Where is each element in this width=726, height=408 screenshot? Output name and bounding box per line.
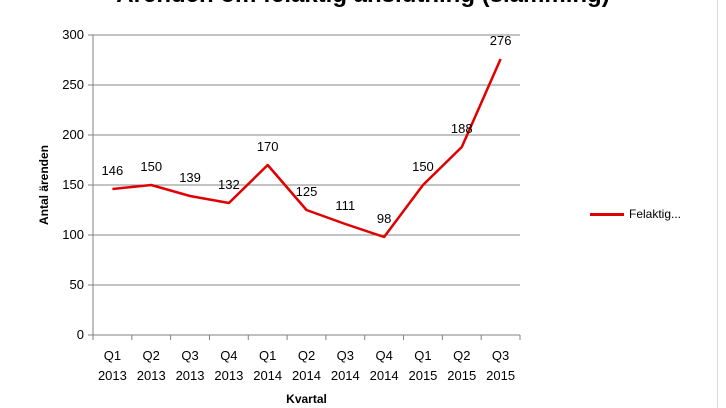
x-tick-label-year: 2014 — [370, 368, 399, 383]
y-axis-title: Antal ärenden — [37, 145, 51, 225]
y-tick-label: 150 — [62, 177, 84, 192]
x-tick-label-year: 2013 — [98, 368, 127, 383]
x-tick-label-year: 2013 — [176, 368, 205, 383]
chart-title: Ärenden om felaktig anslutning (slamming… — [0, 0, 726, 10]
x-tick-label-quarter: Q3 — [492, 348, 509, 363]
x-tick-label-quarter: Q4 — [375, 348, 392, 363]
x-tick-label-quarter: Q2 — [453, 348, 470, 363]
x-tick-label-quarter: Q1 — [104, 348, 121, 363]
x-tick-label-year: 2015 — [408, 368, 437, 383]
data-label: 276 — [490, 33, 512, 48]
data-label: 111 — [335, 198, 355, 213]
y-tick-label: 0 — [77, 327, 84, 342]
data-label: 98 — [377, 211, 391, 226]
y-tick-label: 300 — [62, 27, 84, 42]
legend-label: Felaktig... — [629, 207, 682, 221]
x-tick-label-quarter: Q1 — [414, 348, 431, 363]
y-tick-label: 50 — [70, 277, 84, 292]
x-tick-label-quarter: Q4 — [220, 348, 237, 363]
x-tick-label-quarter: Q2 — [298, 348, 315, 363]
y-tick-label: 100 — [62, 227, 84, 242]
legend: Felaktig... — [590, 207, 681, 221]
gridlines — [93, 34, 520, 286]
legend-swatch — [590, 212, 624, 216]
data-label: 139 — [179, 170, 201, 185]
y-tick-label: 200 — [62, 127, 84, 142]
series-group — [112, 58, 502, 239]
data-label: 170 — [257, 139, 279, 154]
window-edge — [717, 0, 726, 408]
data-label: 125 — [296, 184, 318, 199]
x-tick-label-quarter: Q1 — [259, 348, 276, 363]
x-tick-label-year: 2015 — [447, 368, 476, 383]
x-axis-title: Kvartal — [286, 392, 327, 406]
data-label: 146 — [102, 163, 124, 178]
x-axis-ticks: Q1 2013 Q2 2013 Q3 2013 Q4 2013 Q1 2014 Q2 2014 Q3 20… — [92, 335, 521, 383]
x-tick-label-year: 2014 — [331, 368, 360, 383]
data-labels: 146 150 139 132 170 125 111 98 150 188 276 — [102, 33, 512, 226]
data-label: 150 — [140, 159, 162, 174]
x-tick-label-quarter: Q3 — [337, 348, 354, 363]
data-label: 150 — [412, 159, 434, 174]
y-tick-label: 250 — [62, 77, 84, 92]
data-label: 132 — [218, 177, 240, 192]
y-axis-ticks: 0 50 100 150 200 250 300 — [62, 27, 93, 342]
x-tick-label-year: 2013 — [214, 368, 243, 383]
x-tick-label-year: 2014 — [292, 368, 321, 383]
x-tick-label-year: 2013 — [137, 368, 166, 383]
series-line — [112, 58, 502, 239]
x-tick-label-year: 2015 — [486, 368, 515, 383]
x-tick-label-quarter: Q2 — [143, 348, 160, 363]
x-tick-label-year: 2014 — [253, 368, 282, 383]
x-tick-label-quarter: Q3 — [181, 348, 198, 363]
data-label: 188 — [451, 121, 473, 136]
